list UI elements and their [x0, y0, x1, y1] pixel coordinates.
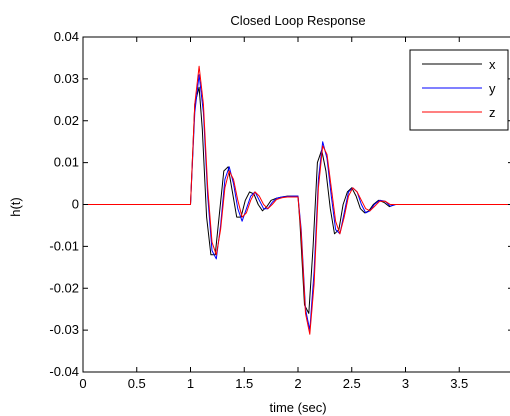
series-line-z	[83, 65, 510, 335]
y-tick-label: -0.04	[49, 364, 79, 379]
series-line-y	[83, 74, 510, 331]
tick-layer: 0 0.5 1 1.5 2 2.5 3 3.5 -0.04 -0.03 -0.02 -0.01 0 0.0…	[49, 29, 510, 391]
legend-label-y: y	[489, 81, 496, 96]
y-tick-label: -0.01	[49, 238, 79, 253]
x-tick-label: 2.5	[343, 376, 361, 391]
plot-frame	[82, 36, 510, 373]
legend-label-x: x	[489, 57, 496, 72]
y-axis-label: h(t)	[8, 197, 23, 217]
y-tick-label: -0.02	[49, 280, 79, 295]
x-tick-label: 1	[187, 376, 194, 391]
x-tick-label: 0.5	[128, 376, 146, 391]
x-axis-label: time (sec)	[269, 400, 326, 415]
x-tick-label: 0	[79, 376, 86, 391]
x-tick-label: 3	[402, 376, 409, 391]
series-layer	[83, 65, 510, 335]
y-tick-label: 0.02	[54, 113, 79, 128]
chart-title: Closed Loop Response	[230, 13, 365, 28]
x-tick-label: 3.5	[450, 376, 468, 391]
legend-label-z: z	[489, 105, 496, 120]
y-tick-label: 0.03	[54, 71, 79, 86]
legend-items: xyz	[422, 57, 496, 120]
x-tick-label: 2	[294, 376, 301, 391]
legend-box	[409, 49, 509, 131]
legend: xyz	[409, 49, 509, 131]
y-tick-label: 0.04	[54, 29, 79, 44]
x-tick-label: 1.5	[235, 376, 253, 391]
y-tick-label: 0.01	[54, 155, 79, 170]
y-tick-label: -0.03	[49, 322, 79, 337]
y-tick-label: 0	[72, 197, 79, 212]
